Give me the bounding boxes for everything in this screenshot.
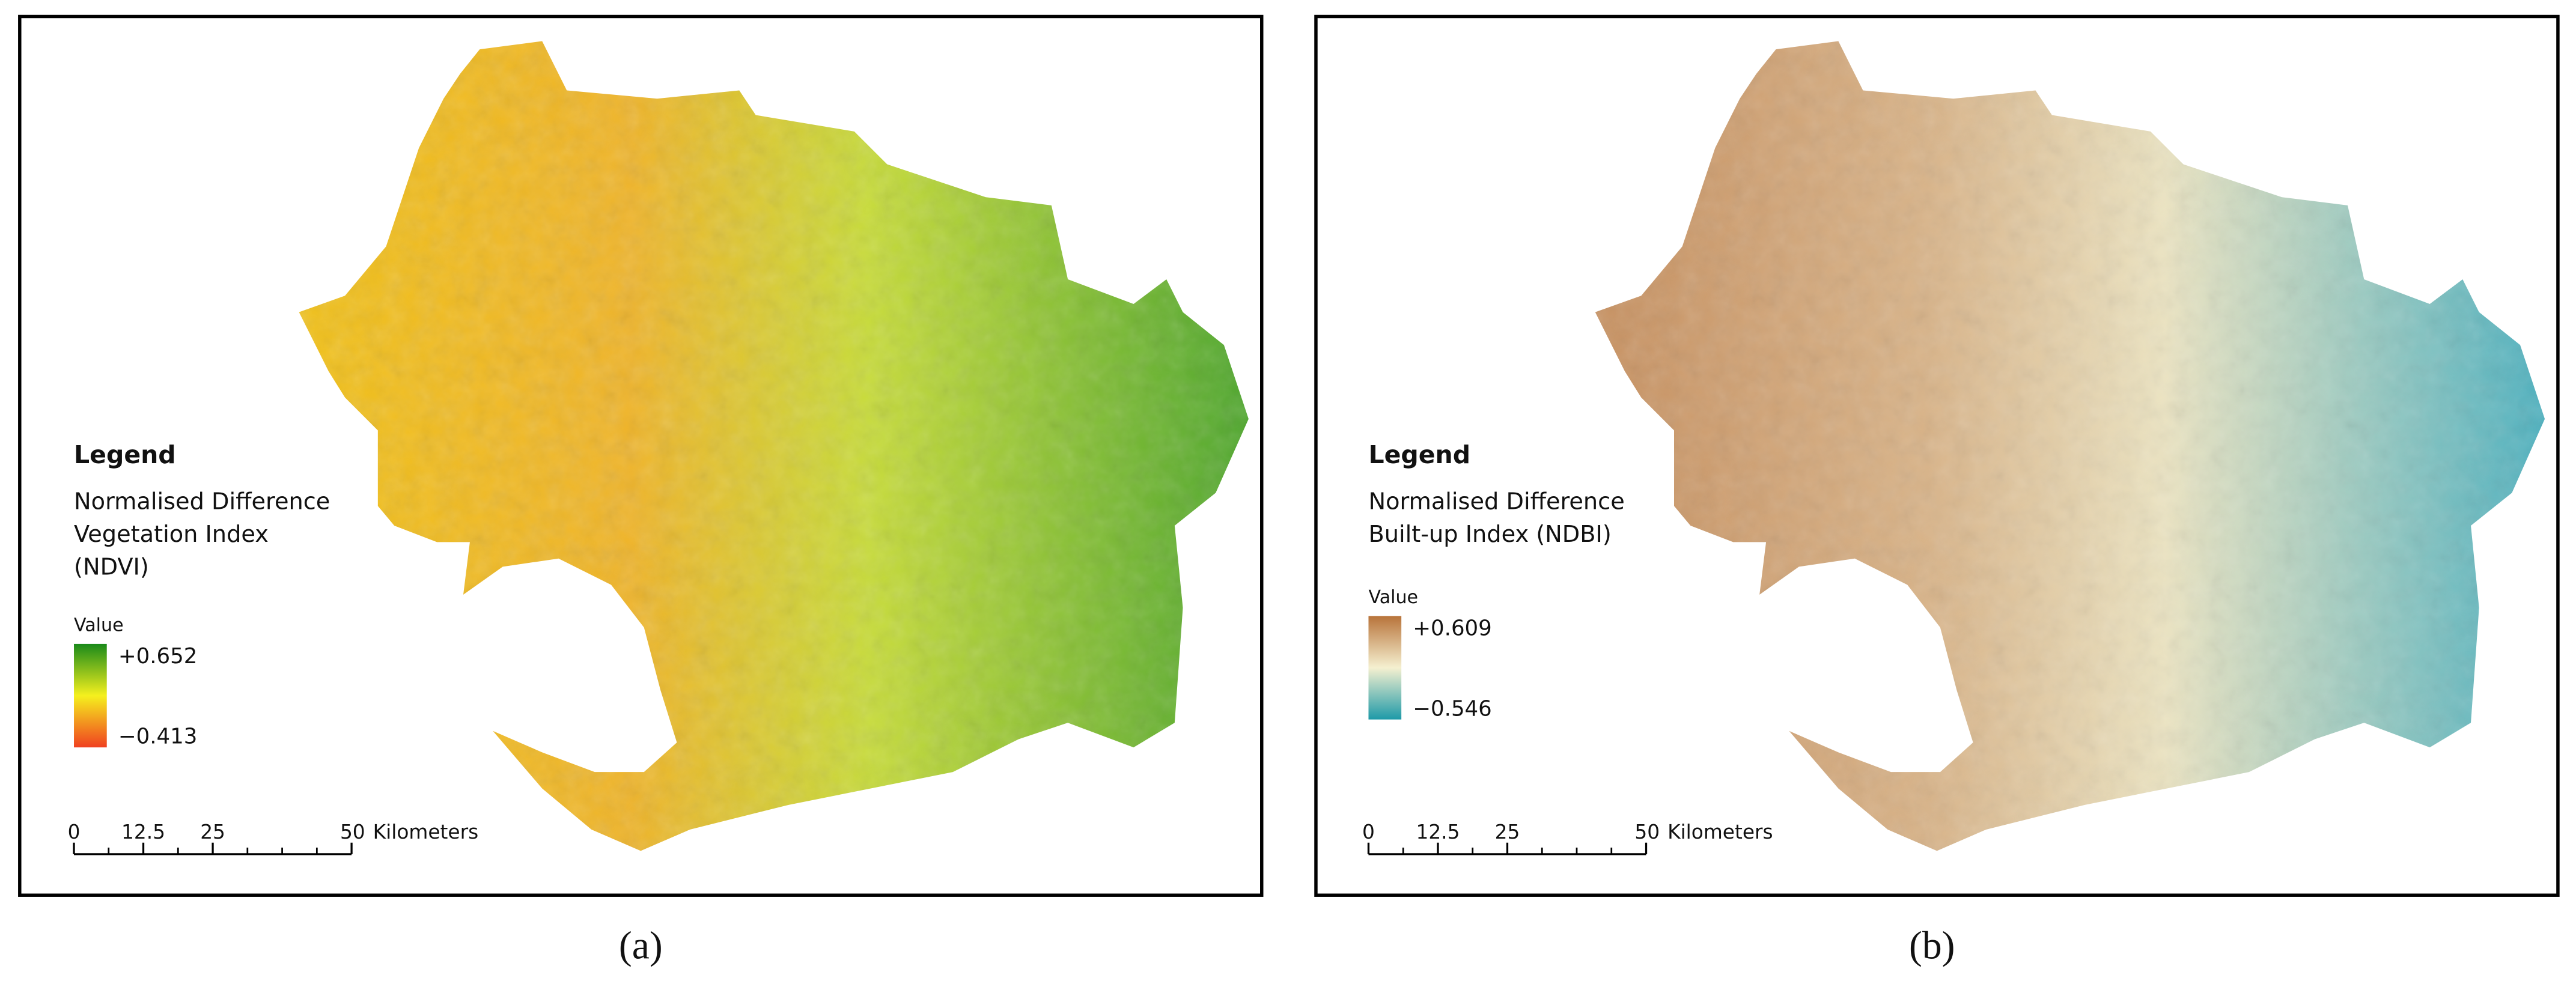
legend-label: (NDVI): [74, 554, 149, 581]
scale-label: 50: [1634, 821, 1660, 843]
value-title: Value: [74, 615, 124, 636]
legend-label: Normalised Difference: [74, 488, 330, 515]
legend-min: −0.413: [118, 724, 197, 749]
legend-max: +0.609: [1413, 616, 1492, 640]
scale-unit: Kilometers: [1667, 821, 1773, 843]
scale-label: 12.5: [1416, 821, 1460, 843]
legend-title: Legend: [74, 440, 176, 469]
scale-unit: Kilometers: [373, 821, 479, 843]
legend-max: +0.652: [118, 644, 197, 669]
scale-label: 50: [340, 821, 365, 843]
legend-label: Normalised Difference: [1368, 488, 1624, 515]
legend-label: Built-up Index (NDBI): [1368, 521, 1611, 548]
scale-label: 25: [200, 821, 225, 843]
panel-b-frame: [1314, 14, 2560, 897]
panel-a-frame: [18, 14, 1264, 897]
scale-label: 0: [1362, 821, 1375, 843]
legend-label: Vegetation Index: [74, 521, 269, 548]
caption: (a): [619, 924, 663, 967]
legend-min: −0.546: [1413, 696, 1492, 721]
scale-label: 0: [68, 821, 81, 843]
legend-ramp: [1368, 616, 1402, 720]
scale-label: 12.5: [121, 821, 165, 843]
legend-title: Legend: [1368, 440, 1470, 469]
caption: (b): [1909, 924, 1955, 967]
scale-label: 25: [1495, 821, 1520, 843]
value-title: Value: [1368, 587, 1418, 608]
legend-ramp: [74, 643, 107, 748]
